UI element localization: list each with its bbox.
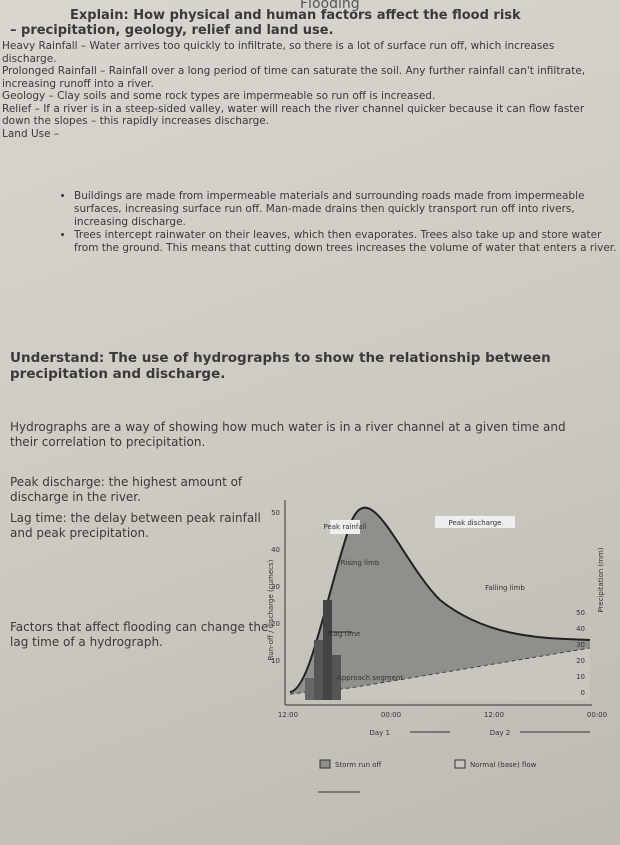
paragraph: Geology – Clay soils and some rock types…: [2, 90, 436, 102]
rain-bar: [305, 678, 314, 700]
paragraph: Heavy Rainfall – Water arrives too quick…: [2, 40, 555, 65]
paragraph: Prolonged Rainfall – Rainfall over a lon…: [2, 65, 586, 90]
y2-tick-label: 30: [576, 641, 585, 649]
day-label: Day 2: [490, 729, 511, 737]
storm-runoff-area: [290, 507, 590, 700]
annotation: Approach segment: [337, 674, 403, 682]
y2-tick-label: 20: [576, 657, 585, 665]
x-tick-label: 00:00: [587, 711, 607, 719]
x-tick-label: 12:00: [484, 711, 504, 719]
rain-bar: [323, 600, 332, 700]
section-heading: Understand: The use of hydrographs to sh…: [10, 350, 551, 382]
intro: Hydrographs are a way of showing how muc…: [10, 420, 566, 449]
paragraph: Relief – If a river is in a steep-sided …: [2, 102, 585, 128]
day-label: Day 1: [369, 729, 390, 737]
bullet: Trees intercept rainwater on their leave…: [74, 229, 620, 255]
y2-tick-label: 0: [581, 689, 585, 697]
section-heading: Explain: How physical and human factors …: [10, 8, 521, 38]
label-box: [330, 520, 360, 534]
annotation: Rising limb: [341, 559, 380, 567]
legend-swatch: [454, 759, 466, 769]
label-box: [435, 516, 515, 528]
discharge-curve: [289, 506, 591, 693]
definition: Lag time: the delay between peak rainfal…: [10, 511, 261, 540]
annotation: Falling limb: [485, 584, 525, 592]
y2-tick-label: 40: [576, 625, 585, 633]
x-tick-label: 00:00: [381, 711, 401, 719]
y-tick-label: 10: [271, 657, 280, 665]
legend-swatch: [319, 759, 331, 769]
definition: Peak discharge: the highest amount of di…: [10, 475, 243, 504]
bullet-list: Buildings are made from impermeable mate…: [60, 190, 620, 255]
y-tick-label: 50: [271, 509, 280, 517]
rain-bar: [314, 640, 323, 700]
rain-bar: [332, 655, 341, 700]
bullet: Buildings are made from impermeable mate…: [74, 190, 620, 229]
paragraphs: Heavy Rainfall – Water arrives too quick…: [2, 40, 612, 140]
y-tick-label: 40: [271, 546, 280, 554]
y-tick-label: 30: [271, 583, 280, 591]
x-tick-label: 12:00: [278, 711, 298, 719]
legend-label: Normal (base) flow: [470, 761, 537, 769]
note: Factors that affect flooding can change …: [10, 620, 269, 649]
definitions: Peak discharge: the highest amount of di…: [10, 475, 270, 547]
annotation: Peak discharge: [449, 519, 502, 527]
annotation: Lag time: [330, 630, 361, 638]
y2-tick-label: 10: [576, 673, 585, 681]
y-tick-label: 20: [271, 620, 280, 628]
paragraph: Land Use –: [2, 127, 60, 140]
legend-label: Storm run off: [335, 761, 382, 769]
y-axis-label: Run-off / discharge (cumecs): [267, 559, 275, 660]
annotation: Peak rainfall: [323, 523, 366, 531]
y2-tick-label: 50: [576, 609, 585, 617]
header-title: Flooding: [300, 0, 360, 12]
y2-axis-label: Precipitation (mm): [597, 547, 605, 612]
